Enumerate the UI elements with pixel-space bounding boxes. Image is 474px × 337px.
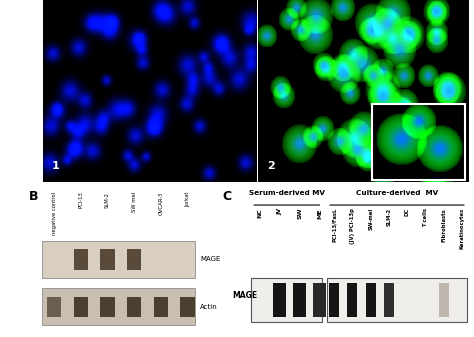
Text: 1: 1: [51, 161, 59, 171]
Bar: [313, 283, 327, 317]
Text: B: B: [29, 190, 38, 203]
Text: T cells: T cells: [423, 208, 428, 227]
Text: 2: 2: [267, 161, 274, 171]
Bar: [100, 249, 115, 270]
Text: SW-mel: SW-mel: [368, 208, 373, 230]
Bar: [127, 249, 141, 270]
Text: MAGE: MAGE: [200, 256, 220, 262]
Text: DC: DC: [405, 208, 410, 216]
Bar: [154, 297, 168, 317]
Text: (JV) PCI-13p: (JV) PCI-13p: [350, 208, 355, 244]
Bar: [180, 297, 195, 317]
Bar: [100, 297, 115, 317]
Text: Serum-derived MV: Serum-derived MV: [249, 190, 325, 196]
Bar: [47, 297, 61, 317]
Bar: [329, 283, 339, 317]
Text: Actin: Actin: [200, 304, 218, 310]
Bar: [42, 288, 195, 325]
Text: Culture-derived  MV: Culture-derived MV: [356, 190, 438, 196]
Bar: [73, 297, 88, 317]
Bar: [127, 297, 141, 317]
Bar: [327, 278, 467, 322]
Bar: [439, 283, 449, 317]
Text: Keratinocytes: Keratinocytes: [460, 208, 465, 249]
Bar: [293, 283, 306, 317]
Text: SLM-2: SLM-2: [105, 192, 110, 208]
Text: C: C: [223, 190, 232, 203]
Bar: [73, 249, 88, 270]
Text: OVCAR-3: OVCAR-3: [158, 192, 163, 215]
Text: PCI-13: PCI-13: [78, 192, 83, 209]
Bar: [42, 241, 195, 278]
Text: ME: ME: [318, 208, 322, 219]
Text: SLM-2: SLM-2: [386, 208, 392, 226]
Text: A: A: [47, 10, 57, 23]
Text: SW mel: SW mel: [132, 192, 137, 212]
Bar: [251, 278, 322, 322]
Bar: [366, 283, 376, 317]
Text: SW: SW: [297, 208, 302, 219]
Text: JV: JV: [277, 208, 282, 215]
Text: negative control: negative control: [52, 192, 56, 235]
Text: MAGE: MAGE: [232, 291, 257, 300]
Bar: [384, 283, 394, 317]
Bar: [347, 283, 357, 317]
Text: Jurkat: Jurkat: [185, 192, 190, 207]
Text: PCI-13/FasL: PCI-13/FasL: [332, 208, 337, 242]
Bar: [273, 283, 286, 317]
Text: NC: NC: [257, 208, 262, 218]
Text: Fibroblasts: Fibroblasts: [441, 208, 447, 242]
